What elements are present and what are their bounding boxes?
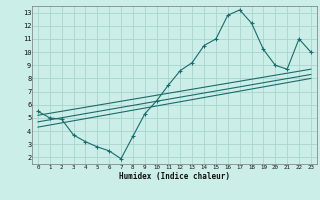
X-axis label: Humidex (Indice chaleur): Humidex (Indice chaleur) — [119, 172, 230, 181]
